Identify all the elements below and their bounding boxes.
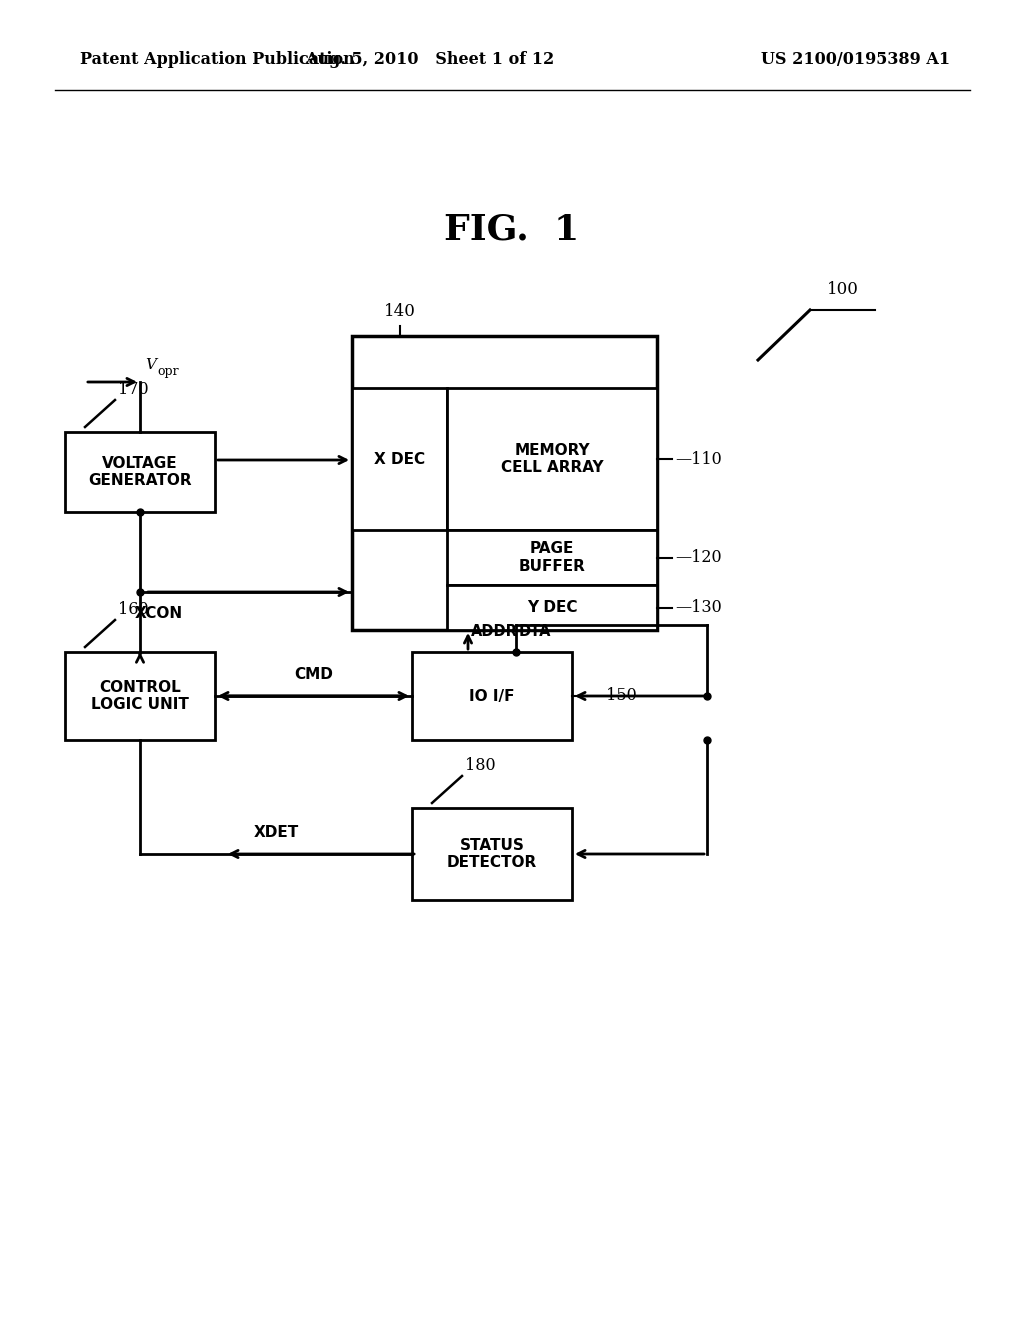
Text: V: V xyxy=(145,358,156,372)
Text: 170: 170 xyxy=(118,381,148,399)
Text: —150: —150 xyxy=(590,688,637,705)
Text: ADDR: ADDR xyxy=(471,623,518,639)
Text: 100: 100 xyxy=(827,281,859,298)
Text: STATUS
DETECTOR: STATUS DETECTOR xyxy=(446,838,538,870)
Text: Patent Application Publication: Patent Application Publication xyxy=(80,51,354,69)
Text: MEMORY
CELL ARRAY: MEMORY CELL ARRAY xyxy=(501,442,603,475)
Bar xyxy=(412,652,572,741)
Text: 160: 160 xyxy=(118,601,148,618)
Text: opr: opr xyxy=(157,366,178,378)
Text: XDET: XDET xyxy=(253,825,299,840)
Text: —120: —120 xyxy=(675,549,722,566)
Text: XCON: XCON xyxy=(135,606,183,620)
Text: —130: —130 xyxy=(675,599,722,616)
Text: 140: 140 xyxy=(384,304,416,319)
Text: US 2100/0195389 A1: US 2100/0195389 A1 xyxy=(761,51,950,69)
Text: Y DEC: Y DEC xyxy=(526,601,578,615)
Text: PAGE
BUFFER: PAGE BUFFER xyxy=(518,541,586,574)
Bar xyxy=(352,388,447,531)
Bar xyxy=(65,432,215,512)
Text: X DEC: X DEC xyxy=(374,451,425,466)
Bar xyxy=(447,585,657,630)
Text: 180: 180 xyxy=(465,756,496,774)
Bar xyxy=(412,808,572,900)
Text: IO I/F: IO I/F xyxy=(469,689,515,704)
Text: CMD: CMD xyxy=(294,667,333,682)
Bar xyxy=(65,652,215,741)
Text: DTA: DTA xyxy=(519,623,552,639)
Text: FIG.  1: FIG. 1 xyxy=(444,213,580,247)
Text: VOLTAGE
GENERATOR: VOLTAGE GENERATOR xyxy=(88,455,191,488)
Text: Aug. 5, 2010   Sheet 1 of 12: Aug. 5, 2010 Sheet 1 of 12 xyxy=(305,51,555,69)
Bar xyxy=(447,531,657,585)
Bar xyxy=(352,337,657,630)
Text: —110: —110 xyxy=(675,450,722,467)
Text: CONTROL
LOGIC UNIT: CONTROL LOGIC UNIT xyxy=(91,680,189,713)
Bar xyxy=(447,388,657,531)
